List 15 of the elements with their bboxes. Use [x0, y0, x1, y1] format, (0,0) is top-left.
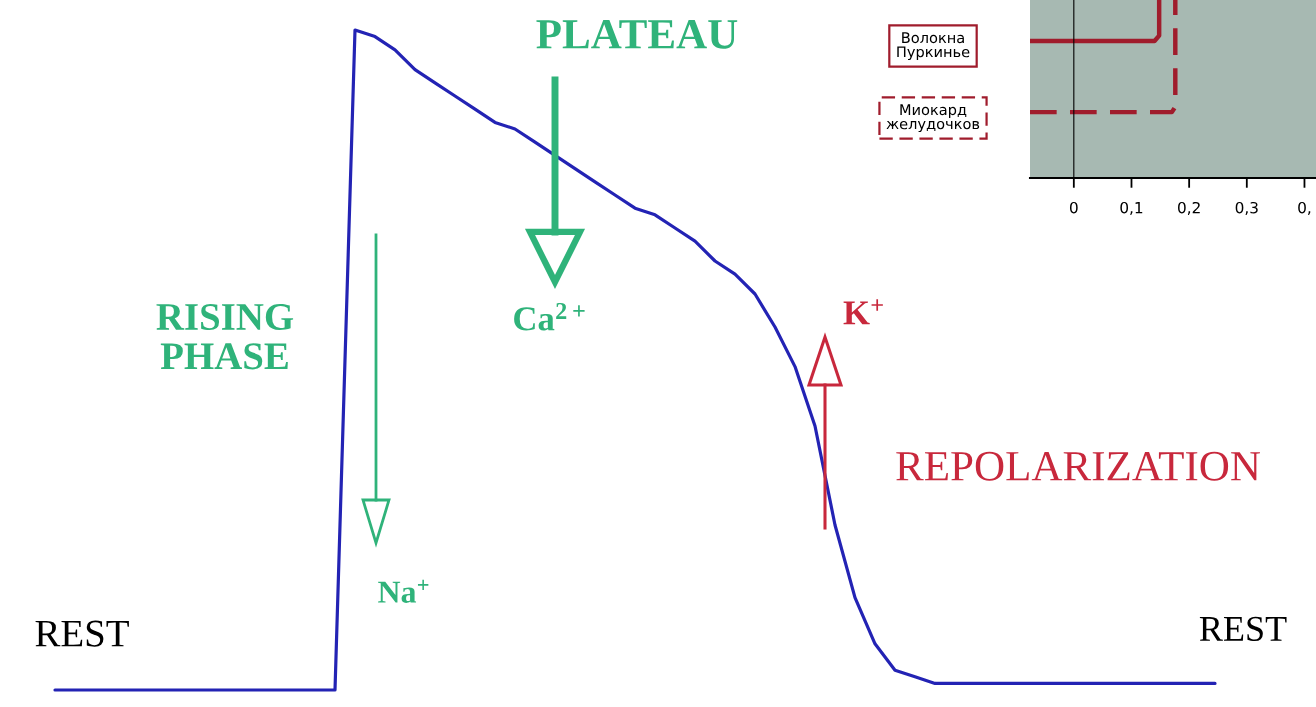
annotation: REPOLARIZATION	[896, 451, 1260, 481]
annotation: REST	[1199, 616, 1287, 642]
annotation: REST	[35, 620, 129, 647]
annotation: PLATEAU	[536, 19, 738, 49]
x-tick-label: 0,3	[1235, 201, 1258, 215]
text: Волокна Пуркинье	[897, 32, 970, 61]
annotation: Na$^{+}$	[378, 579, 429, 603]
annotation: K$^{+}$	[843, 299, 883, 325]
x-tick-label: 0	[1069, 201, 1078, 214]
annotation: Ca$^{2+}$	[514, 302, 585, 331]
x-tick-label: 0,2	[1178, 201, 1200, 215]
x-tick-label: 0,1	[1120, 201, 1143, 215]
annotation: RISING PHASE	[156, 303, 294, 370]
x-tick-label: 0,	[1298, 201, 1311, 215]
text: Миокард желудочков	[886, 104, 980, 133]
